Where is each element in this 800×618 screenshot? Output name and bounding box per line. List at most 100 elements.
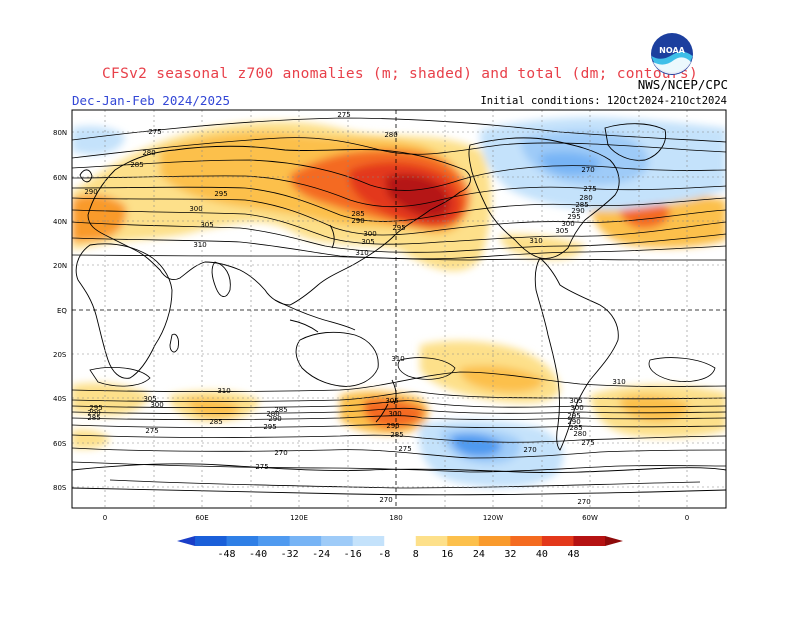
lat-label-20S: 20S xyxy=(53,351,67,359)
contour-label: 275 xyxy=(255,463,268,471)
lat-lon-grid xyxy=(72,110,726,508)
contour-label: 285 xyxy=(569,424,582,432)
contour-label: 295 xyxy=(214,190,227,198)
contour-label: 290 xyxy=(268,415,281,423)
contour-label: 290 xyxy=(87,409,100,417)
contour-label: 300 xyxy=(388,410,401,418)
map-title: CFSv2 seasonal z700 anomalies (m; shaded… xyxy=(102,66,698,82)
contour-label: 300 xyxy=(363,230,376,238)
contour-label: 310 xyxy=(612,378,625,386)
contour-label: 305 xyxy=(361,238,374,246)
contour-label: 295 xyxy=(392,224,405,232)
lat-label-80S: 80S xyxy=(53,484,67,492)
colorbar-tick-label: -24 xyxy=(312,549,330,560)
contour-label: 295 xyxy=(386,422,399,430)
contour-label: 275 xyxy=(145,427,158,435)
latitude-labels: 80N 60N 40N 20N EQ 20S 40S 60S 80S xyxy=(53,129,67,492)
contour-label: 300 xyxy=(189,205,202,213)
contour-label: 270 xyxy=(581,166,594,174)
contour-label: 305 xyxy=(569,397,582,405)
colorbar-tick-label: 16 xyxy=(441,549,453,560)
lon-label-0: 0 xyxy=(103,514,107,522)
noaa-logo-icon: NOAA xyxy=(651,33,693,75)
contour-label: 305 xyxy=(385,397,398,405)
lon-label-60W: 60W xyxy=(582,514,598,522)
contour-label: 295 xyxy=(263,423,276,431)
contour-label: 275 xyxy=(148,128,161,136)
contour-label: 285 xyxy=(274,406,287,414)
colorbar-swatch xyxy=(478,536,511,546)
contour-label: 285 xyxy=(209,418,222,426)
contour-label: 310 xyxy=(217,387,230,395)
longitude-labels: 0 60E 120E 180 120W 60W 0 xyxy=(103,514,689,522)
colorbar-swatch xyxy=(384,536,417,546)
contour-label: 295 xyxy=(567,213,580,221)
lat-label-40S: 40S xyxy=(53,395,67,403)
colorbar-min-arrow xyxy=(177,536,195,546)
contour-label: 295 xyxy=(567,412,580,420)
contour-label: 290 xyxy=(351,217,364,225)
colorbar-tick-label: -32 xyxy=(281,549,299,560)
lat-label-20N: 20N xyxy=(53,262,67,270)
contour-label: 290 xyxy=(571,207,584,215)
contour-label: 285 xyxy=(87,414,100,422)
lat-label-EQ: EQ xyxy=(57,307,67,315)
equator-dateline xyxy=(72,110,726,508)
contour-label: 305 xyxy=(200,221,213,229)
contour-label: 305 xyxy=(555,227,568,235)
contour-label: 270 xyxy=(274,449,287,457)
contour-label: 270 xyxy=(523,446,536,454)
contour-label: 295 xyxy=(89,404,102,412)
colorbar-swatch xyxy=(195,536,228,546)
season-label: Dec-Jan-Feb 2024/2025 xyxy=(72,93,231,108)
contour-label: 310 xyxy=(529,237,542,245)
colorbar-swatch xyxy=(258,536,291,546)
colorbar-swatch xyxy=(352,536,385,546)
colorbar-tick-label: 40 xyxy=(536,549,548,560)
contour-label: 275 xyxy=(398,445,411,453)
colorbar-tick-label: 32 xyxy=(504,549,516,560)
colorbar-swatch xyxy=(321,536,354,546)
contour-label: 280 xyxy=(579,194,592,202)
colorbar-tick-label: -48 xyxy=(218,549,236,560)
colorbar: -48 -40 -32 -24 -16 -8 8 16 24 32 40 48 xyxy=(177,536,623,560)
colorbar-swatch xyxy=(289,536,322,546)
contour-label: 285 xyxy=(130,161,143,169)
colorbar-swatch xyxy=(415,536,448,546)
contour-label: 285 xyxy=(575,201,588,209)
contour-label: 280 xyxy=(266,410,279,418)
colorbar-tick-label: 8 xyxy=(413,549,419,560)
contour-label: 275 xyxy=(583,185,596,193)
contour-label: 270 xyxy=(577,498,590,506)
colorbar-max-arrow xyxy=(605,536,623,546)
contour-label: 305 xyxy=(143,395,156,403)
contour-label: 310 xyxy=(391,355,404,363)
lat-label-60N: 60N xyxy=(53,174,67,182)
lon-label-120W: 120W xyxy=(483,514,503,522)
map-frame xyxy=(71,109,727,509)
colorbar-tick-label: 48 xyxy=(567,549,579,560)
contour-label: 280 xyxy=(384,131,397,139)
colorbar-tick-label: -40 xyxy=(249,549,267,560)
initial-conditions-label: Initial conditions: 12Oct2024-21Oct2024 xyxy=(480,95,727,107)
contour-label: 310 xyxy=(355,249,368,257)
lat-label-80N: 80N xyxy=(53,129,67,137)
colorbar-swatch xyxy=(541,536,574,546)
contour-label: 290 xyxy=(84,188,97,196)
contour-label: 275 xyxy=(337,111,350,119)
lat-label-60S: 60S xyxy=(53,440,67,448)
contour-label: 300 xyxy=(561,220,574,228)
colorbar-swatch xyxy=(447,536,480,546)
contour-label: 280 xyxy=(573,430,586,438)
lon-label-0-east: 0 xyxy=(685,514,689,522)
contour-label: 285 xyxy=(351,210,364,218)
contour-label: 290 xyxy=(567,418,580,426)
svg-text:NOAA: NOAA xyxy=(659,46,685,55)
colorbar-swatch xyxy=(226,536,259,546)
colorbar-swatch xyxy=(510,536,543,546)
colorbar-tick-label: -8 xyxy=(378,549,390,560)
lon-label-120E: 120E xyxy=(290,514,308,522)
contour-label: 300 xyxy=(150,401,163,409)
